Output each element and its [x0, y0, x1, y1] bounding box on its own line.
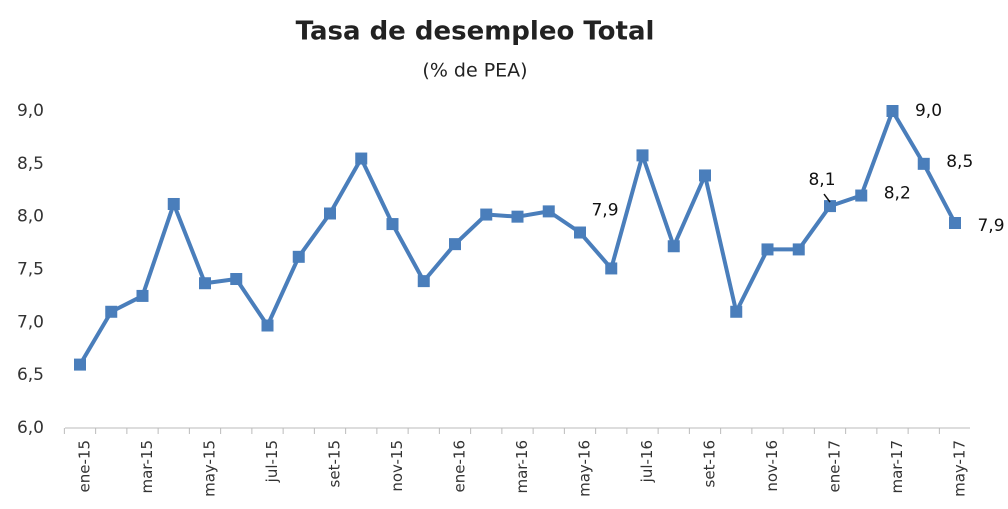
data-label: 7,9 [977, 216, 1004, 236]
y-tick-label: 6,5 [17, 365, 44, 385]
marker [855, 189, 868, 202]
x-tick-label: may-15 [201, 440, 219, 497]
x-tick-label: may-17 [951, 440, 969, 497]
marker [542, 205, 555, 218]
data-label: 9,0 [915, 101, 942, 121]
marker [230, 273, 243, 286]
marker [199, 277, 211, 290]
y-tick-label: 8,0 [17, 207, 44, 227]
marker [292, 250, 305, 263]
data-label: 8,2 [884, 184, 911, 204]
x-tick-label: set-16 [701, 440, 719, 487]
marker [386, 218, 399, 231]
marker [105, 305, 118, 318]
marker [699, 169, 711, 182]
marker [667, 240, 680, 253]
line [78, 109, 957, 366]
marker [449, 238, 461, 251]
x-tick-label: nov-16 [763, 440, 781, 492]
marker [917, 157, 930, 170]
marker [824, 200, 836, 213]
y-tick-label: 6,0 [17, 418, 44, 438]
x-tick-label: ene-15 [76, 440, 94, 492]
x-tick-label: jul-16 [638, 440, 656, 483]
marker [261, 319, 274, 332]
x-tick-label: ene-17 [826, 440, 844, 492]
y-tick-label: 7,0 [17, 312, 44, 332]
chart-title: Tasa de desempleo Total [296, 17, 655, 47]
x-tick-label: jul-15 [263, 440, 281, 483]
x-tick-label: ene-16 [451, 440, 469, 492]
leader-line [823, 193, 831, 203]
marker [949, 217, 961, 230]
x-tick-label: mar-15 [138, 440, 156, 494]
x-tick-label: set-15 [326, 440, 344, 487]
y-tick-label: 9,0 [17, 101, 44, 121]
marker [511, 210, 524, 223]
marker [574, 226, 586, 239]
x-tick-label: mar-17 [888, 440, 906, 494]
marker [886, 105, 899, 117]
marker [761, 243, 774, 256]
marker [417, 275, 430, 288]
data-label: 8,1 [808, 170, 835, 190]
marker [605, 262, 618, 275]
x-tick-label: may-16 [576, 440, 594, 497]
data-label: 7,9 [591, 201, 618, 221]
marker [480, 208, 493, 221]
marker [167, 197, 180, 210]
marker [324, 207, 336, 220]
marker [792, 243, 805, 256]
x-tick-label: nov-15 [388, 440, 406, 492]
y-tick-label: 7,5 [17, 260, 44, 280]
marker [636, 149, 649, 162]
y-tick-label: 8,5 [17, 154, 44, 174]
chart-subtitle: (% de PEA) [422, 60, 527, 82]
marker [136, 289, 149, 302]
x-tick-label: mar-16 [513, 440, 531, 494]
marker [355, 152, 368, 165]
marker [74, 358, 86, 371]
data-label: 8,5 [946, 152, 973, 172]
marker [730, 305, 743, 318]
